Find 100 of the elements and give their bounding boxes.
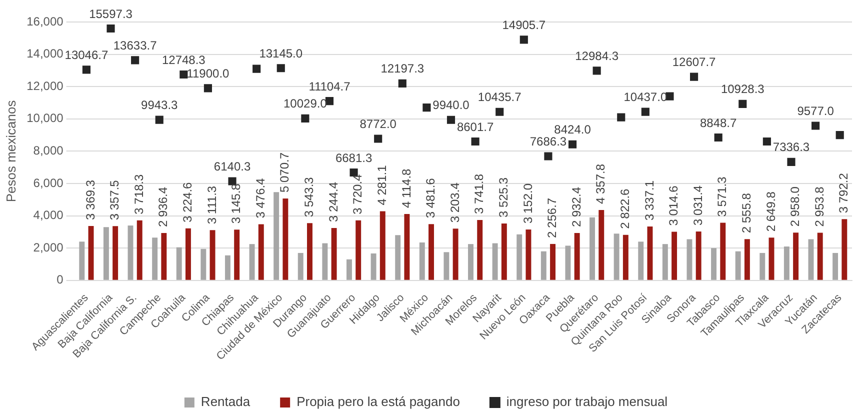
data-label: 8601.7 xyxy=(456,120,494,134)
bar xyxy=(760,252,766,280)
bar xyxy=(356,220,362,280)
data-label: 3 720.4 xyxy=(350,174,365,214)
data-label: 10029.0 xyxy=(283,96,328,111)
data-label: 13145.0 xyxy=(259,46,303,60)
bar xyxy=(282,198,288,280)
data-label: 9577.0 xyxy=(797,104,834,118)
bar xyxy=(346,259,352,280)
bar xyxy=(370,253,376,280)
bar xyxy=(768,238,774,280)
data-label: 3 224.6 xyxy=(180,182,195,222)
bar xyxy=(234,230,240,280)
point xyxy=(471,137,480,146)
bar xyxy=(711,248,717,280)
y-tick-label: 6,000 xyxy=(33,176,64,190)
bar xyxy=(380,211,386,280)
data-label: 3 031.4 xyxy=(690,185,705,226)
bar xyxy=(720,222,726,280)
point xyxy=(592,66,601,75)
bar xyxy=(842,219,848,280)
data-label: 3 525.3 xyxy=(496,177,510,218)
point xyxy=(641,108,650,116)
bar xyxy=(419,242,425,280)
bar xyxy=(662,244,668,280)
point xyxy=(568,140,577,148)
data-label: 4 114.8 xyxy=(399,168,414,208)
data-label: 11104.7 xyxy=(308,79,351,94)
data-label: 4 357.8 xyxy=(594,164,608,204)
bar xyxy=(79,242,85,280)
bar xyxy=(638,242,644,280)
bar xyxy=(298,252,304,280)
y-tick-label: 12,000 xyxy=(26,78,64,93)
bar xyxy=(550,244,556,280)
bar xyxy=(136,220,142,280)
data-label: 12197.3 xyxy=(380,62,424,76)
data-label: 10435.7 xyxy=(478,90,522,104)
data-label: 12984.3 xyxy=(575,49,619,64)
data-label: 10928.3 xyxy=(720,82,765,96)
point xyxy=(422,104,431,112)
point xyxy=(617,113,626,122)
bar xyxy=(574,233,580,280)
bar xyxy=(210,230,216,280)
bar xyxy=(784,246,790,280)
data-label: 11900.0 xyxy=(186,66,230,81)
bar xyxy=(103,227,109,280)
y-tick-label: 4,000 xyxy=(33,208,64,222)
point xyxy=(374,134,382,143)
data-label: 3 571.3 xyxy=(715,176,730,217)
data-label: 3 792.2 xyxy=(836,172,851,214)
bar xyxy=(477,220,483,280)
bar xyxy=(735,251,741,280)
bar xyxy=(322,243,328,280)
data-label: 6140.3 xyxy=(214,160,251,174)
bar xyxy=(501,223,507,280)
point xyxy=(690,72,698,81)
data-label: 2 822.6 xyxy=(618,188,632,229)
data-label: 3 369.3 xyxy=(83,180,98,220)
y-axis-title: Pesos mexicanos xyxy=(3,100,18,202)
bar xyxy=(526,230,532,280)
data-label: 2 256.7 xyxy=(545,198,560,238)
bar xyxy=(672,232,678,280)
bar xyxy=(200,248,206,280)
bar xyxy=(598,210,604,280)
point xyxy=(82,66,90,74)
data-label: 3 203.4 xyxy=(448,182,462,223)
point xyxy=(276,64,285,72)
point xyxy=(155,116,164,124)
data-label: 15597.3 xyxy=(89,6,133,21)
bar xyxy=(112,226,118,280)
point xyxy=(738,100,747,108)
bar xyxy=(590,217,595,280)
data-label: 2 932.4 xyxy=(569,186,584,228)
data-label: 3 337.1 xyxy=(642,180,656,221)
bar xyxy=(686,239,692,280)
bar xyxy=(808,239,814,280)
bar xyxy=(516,234,522,280)
point xyxy=(446,116,456,124)
point xyxy=(520,36,528,44)
bar xyxy=(817,232,823,280)
bar xyxy=(492,243,498,280)
legend-label: Rentada xyxy=(200,394,251,410)
data-label: 3 543.3 xyxy=(302,176,316,218)
point xyxy=(496,108,504,116)
bar xyxy=(614,234,620,280)
y-tick-label: 2,000 xyxy=(33,240,64,254)
bar xyxy=(647,226,653,280)
data-label: 12748.3 xyxy=(162,52,206,67)
data-label: 2 555.8 xyxy=(740,192,754,234)
bar xyxy=(468,244,474,280)
bar xyxy=(152,238,158,280)
data-label: 3 111.3 xyxy=(204,186,219,224)
point xyxy=(398,79,406,88)
data-label: 7336.3 xyxy=(772,140,810,154)
bar xyxy=(249,244,255,280)
data-label: 2 958.0 xyxy=(788,186,802,227)
bar xyxy=(258,224,264,280)
data-label: 4 281.1 xyxy=(374,164,389,206)
bar xyxy=(331,228,337,280)
bar xyxy=(696,231,702,280)
